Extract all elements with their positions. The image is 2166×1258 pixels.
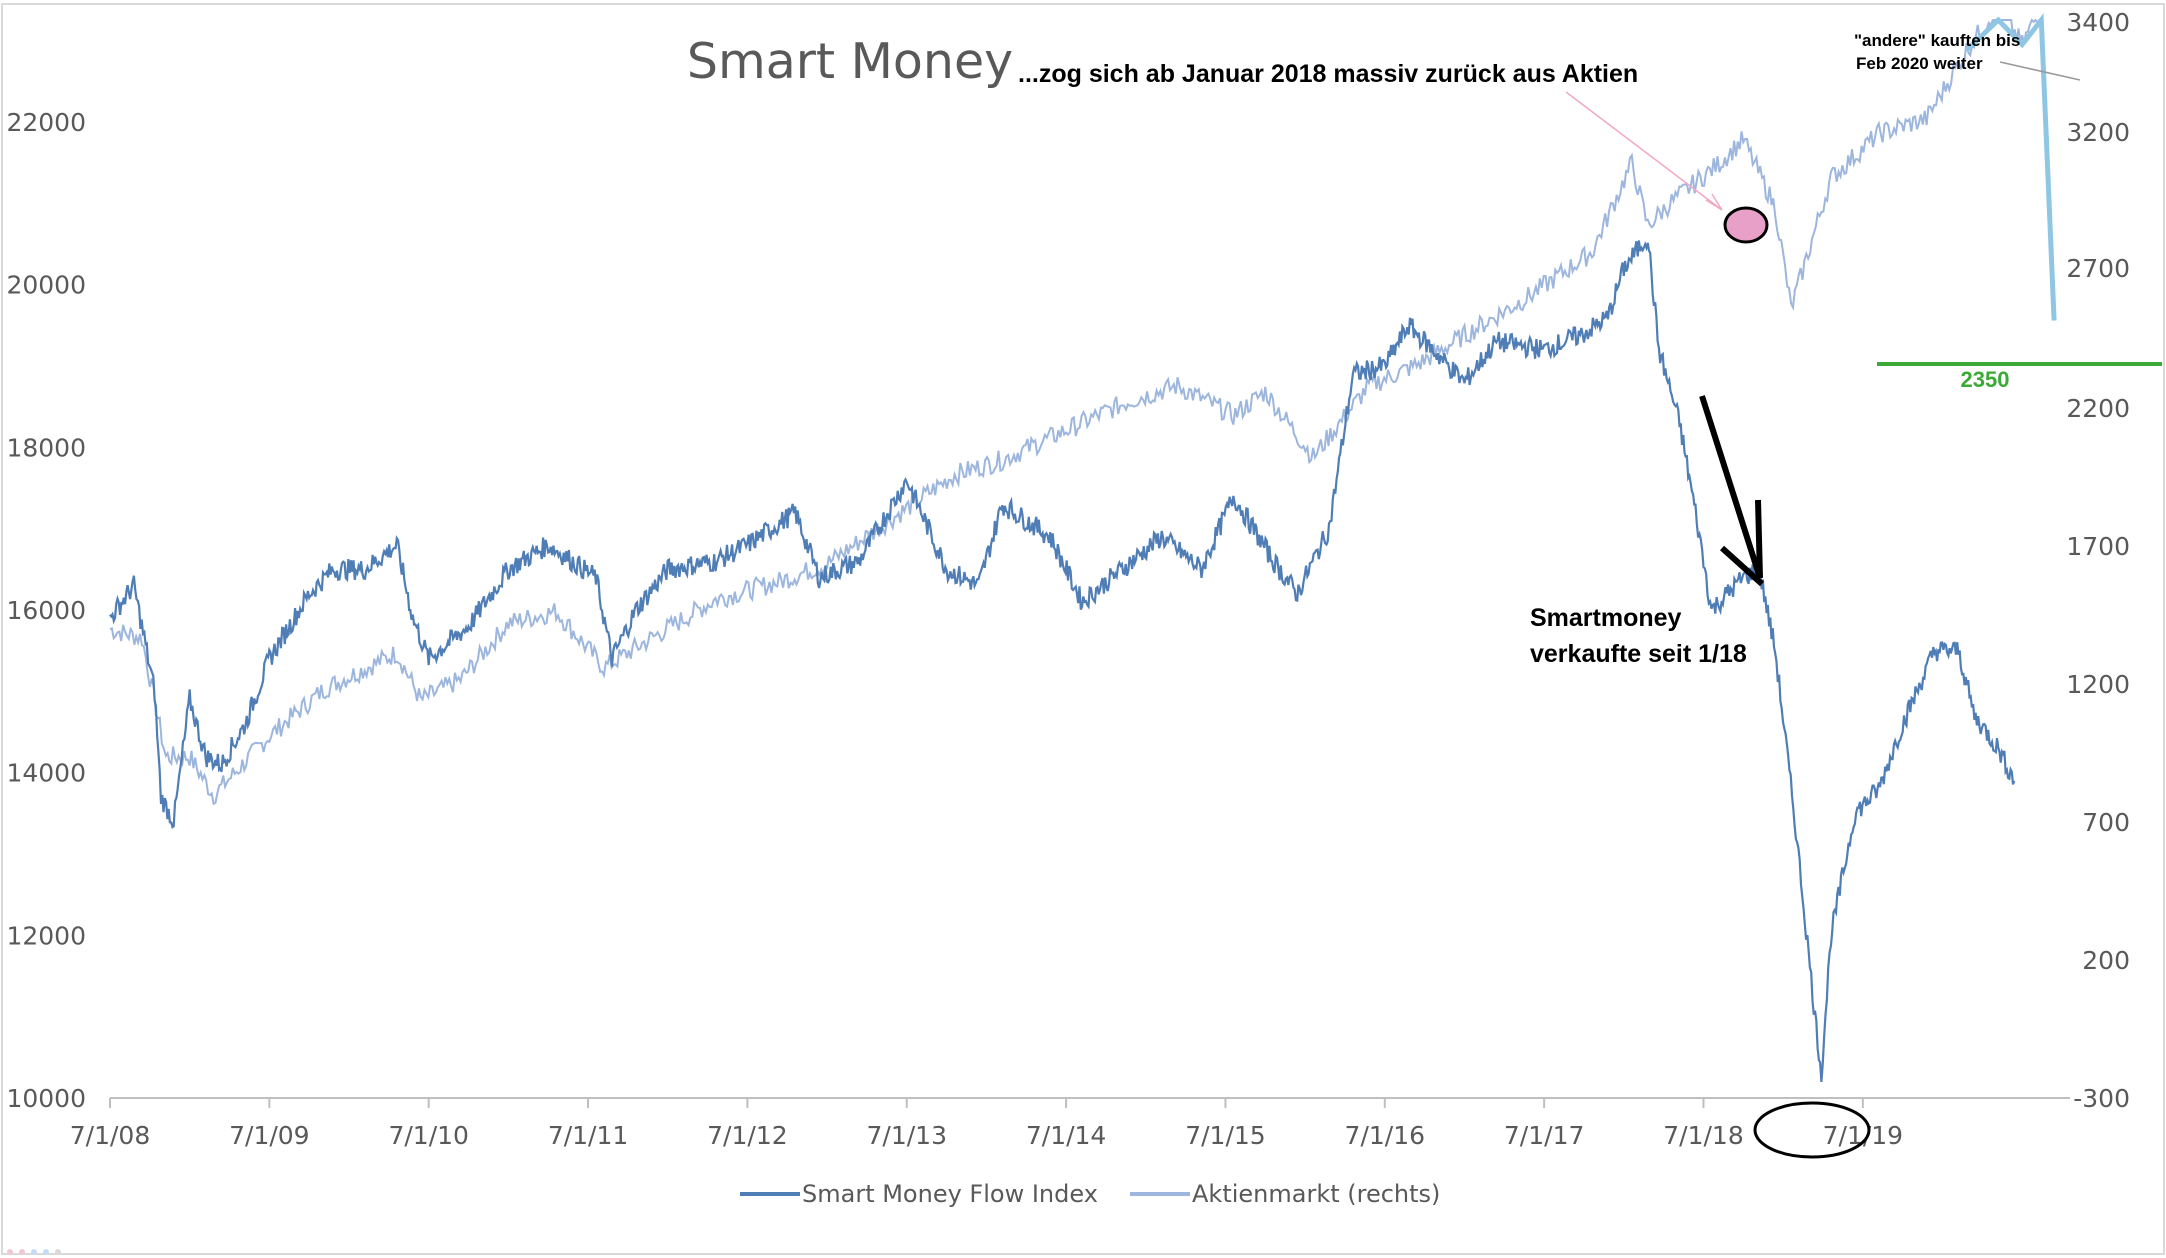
x-tick-label: 7/1/11 <box>548 1121 628 1150</box>
sold-annotation-line1: Smartmoney <box>1530 604 1682 632</box>
series-line-aktienmarkt-2020 <box>1964 13 2057 321</box>
x-tick-label: 7/1/08 <box>70 1121 150 1150</box>
headline-annotation: ...zog sich ab Januar 2018 massiv zurück… <box>1018 60 1638 88</box>
smart-money-series-group <box>109 240 2016 1082</box>
others-annotation-line2: Feb 2020 weiter <box>1856 54 1983 73</box>
x-tick-label: 7/1/15 <box>1185 1121 1265 1150</box>
footer-dot <box>31 1249 37 1255</box>
left-y-axis: 10000 12000 14000 16000 18000 20000 22000 <box>6 108 86 1113</box>
y-left-tick-label: 14000 <box>6 759 86 788</box>
y-left-tick-label: 20000 <box>6 271 86 300</box>
x-tick-label: 7/1/16 <box>1345 1121 1425 1150</box>
sell-arrow-shaft-2 <box>1755 499 1763 579</box>
footer-dot <box>55 1249 61 1255</box>
y-right-tick-label: 1700 <box>2066 532 2130 561</box>
others-annotation-line1: "andere" kauften bis <box>1854 31 2020 50</box>
y-right-tick-label: 2700 <box>2066 254 2130 283</box>
y-right-tick-label: 1200 <box>2066 670 2130 699</box>
highlight-2018-tick-ellipse <box>1753 1101 1871 1159</box>
y-left-tick-label: 22000 <box>6 108 86 137</box>
y-right-tick-label: 200 <box>2082 946 2130 975</box>
x-tick-label: 7/1/09 <box>229 1121 309 1150</box>
legend-label-smart-money: Smart Money Flow Index <box>802 1180 1098 1208</box>
x-axis-ticks: 7/1/08 7/1/09 7/1/10 7/1/11 7/1/12 7/1/13 7/1/… <box>70 1098 1903 1150</box>
x-tick-label: 7/1/13 <box>867 1121 947 1150</box>
x-tick-label: 7/1/17 <box>1504 1121 1584 1150</box>
market-series-group <box>109 13 2057 806</box>
footer-dot <box>43 1249 49 1255</box>
series-line-smart-money <box>109 240 2016 1082</box>
y-right-tick-label: 700 <box>2082 808 2130 837</box>
chart-border <box>1 3 2165 1255</box>
sell-arrow-head <box>1719 545 1765 587</box>
x-tick-label: 7/1/10 <box>388 1121 468 1150</box>
sell-arrow-shaft-1 <box>1699 395 1763 579</box>
y-left-tick-label: 16000 <box>6 596 86 625</box>
sold-annotation-line2: verkaufte seit 1/18 <box>1530 640 1747 668</box>
x-tick-label: 7/1/19 <box>1823 1121 1903 1150</box>
y-right-tick-label: 2200 <box>2066 394 2130 423</box>
legend: Smart Money Flow Index Aktienmarkt (rech… <box>740 1180 1440 1208</box>
series-line-aktienmarkt <box>109 18 2056 806</box>
right-y-axis: 3400 3200 2700 2200 1700 1200 700 200 -300 <box>2066 8 2130 1113</box>
y-left-tick-label: 12000 <box>6 921 86 950</box>
footer-dot <box>19 1249 25 1255</box>
support-label: 2350 <box>1961 367 2010 392</box>
pink-arrow-head <box>1705 193 1723 211</box>
y-right-tick-label: -300 <box>2073 1084 2130 1113</box>
y-right-tick-label: 3200 <box>2066 118 2130 147</box>
footer-dots <box>7 1249 61 1255</box>
peak-highlight-circle <box>1723 206 1769 244</box>
chart-title: Smart Money <box>687 33 1013 90</box>
legend-label-market: Aktienmarkt (rechts) <box>1192 1180 1440 1208</box>
others-pointer-line <box>1999 61 2081 81</box>
pink-pointer-line <box>1565 91 1723 211</box>
y-left-tick-label: 10000 <box>6 1084 86 1113</box>
x-tick-label: 7/1/12 <box>707 1121 787 1150</box>
y-left-tick-label: 18000 <box>6 433 86 462</box>
footer-dot <box>7 1249 13 1255</box>
y-right-tick-label: 3400 <box>2066 8 2130 37</box>
x-tick-label: 7/1/18 <box>1663 1121 1743 1150</box>
x-tick-label: 7/1/14 <box>1026 1121 1106 1150</box>
